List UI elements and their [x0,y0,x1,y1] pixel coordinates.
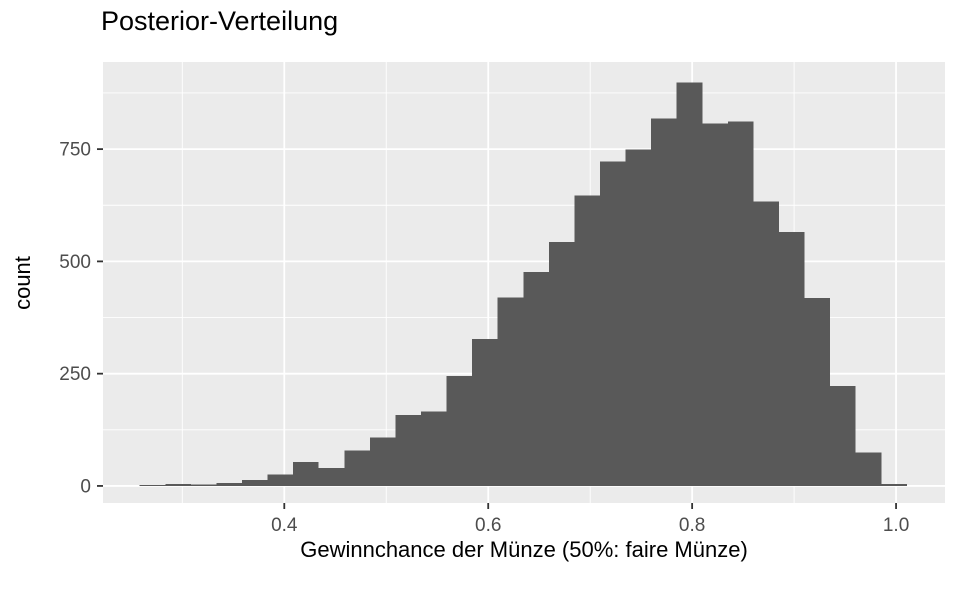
histogram-bar [293,462,319,486]
histogram-bar [625,149,652,486]
histogram-bar [190,484,217,486]
histogram-bar [779,232,805,486]
histogram-bar [651,118,677,486]
histogram-bar [318,467,345,486]
histogram-bar [753,201,780,486]
x-tick-label: 0.8 [679,515,705,536]
y-axis-title: count [10,255,36,310]
histogram-bar [472,339,498,486]
y-tick-label: 0 [80,476,91,497]
histogram-bar [267,474,294,486]
histogram-bar [881,484,907,486]
histogram-bar [830,385,856,486]
histogram-bar [446,375,473,486]
histogram-bar [344,450,370,486]
histogram-bar [497,297,524,486]
histogram-bar [420,411,447,486]
histogram-bar [369,437,396,486]
histogram-bar [216,482,242,486]
histogram-bar [727,121,754,486]
histogram-bar [804,298,831,486]
histogram-bar [574,195,601,486]
y-tick-label: 500 [59,252,91,273]
histogram-bar [676,82,703,486]
histogram-bar [702,123,728,486]
x-tick-label: 0.6 [475,515,501,536]
y-axis-title-wrap: count [0,62,46,503]
y-tick-label: 250 [59,364,91,385]
histogram-bar [241,480,268,486]
histogram-bar [600,161,626,486]
x-axis-title: Gewinnchance der Münze (50%: faire Münze… [300,537,748,562]
histogram-bar [548,242,575,486]
histogram-bar [165,484,191,486]
y-tick-label: 750 [59,140,91,161]
histogram-bar [523,272,549,486]
plot-title: Posterior-Verteilung [101,6,339,36]
x-tick-label: 0.4 [271,515,298,536]
histogram-bar [395,414,421,486]
histogram-bar [139,485,166,486]
x-tick-label: 1.0 [883,515,909,536]
histogram-bar [855,452,882,486]
